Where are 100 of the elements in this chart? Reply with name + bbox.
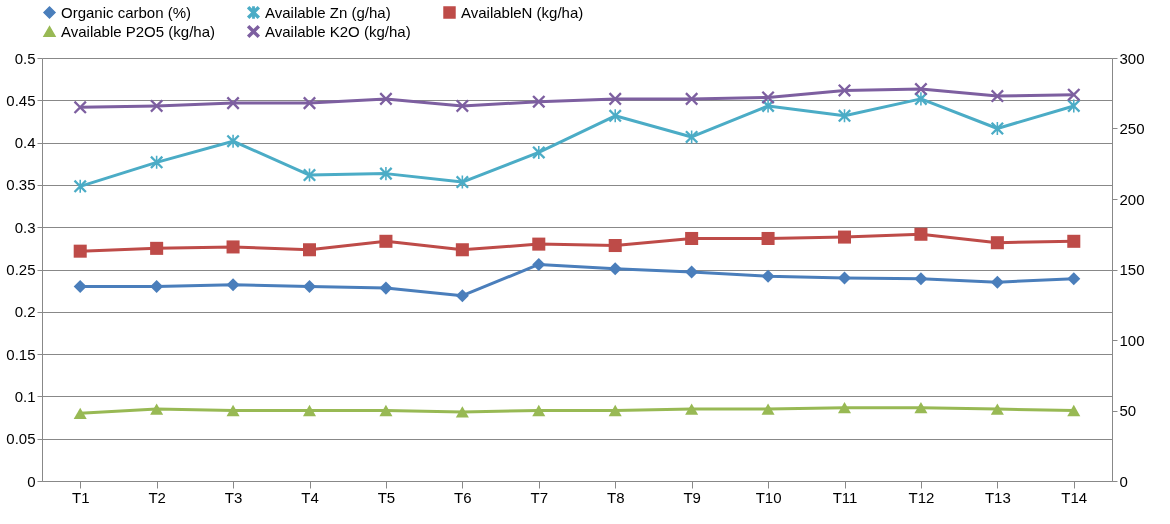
- point: [226, 134, 240, 148]
- y-tick-label: 0.2: [14, 303, 36, 321]
- y2-tick-label: 100: [1119, 331, 1145, 349]
- point: [226, 278, 240, 292]
- legend-label: Available K2O (kg/ha): [265, 22, 411, 40]
- point: [1067, 272, 1081, 286]
- x-tick-label: T1: [71, 488, 90, 506]
- point: [761, 403, 775, 415]
- point: [685, 231, 699, 245]
- point: [685, 265, 699, 279]
- point: [302, 404, 317, 417]
- point: [455, 406, 469, 418]
- point: [379, 234, 393, 248]
- y-tick-label: 0.05: [6, 430, 36, 448]
- y-tick-label: 0.15: [6, 345, 36, 363]
- point: [761, 90, 775, 104]
- point: [455, 99, 469, 113]
- legend-label: AvailableN (kg/ha): [461, 3, 584, 21]
- point: [532, 145, 546, 159]
- point: [761, 231, 775, 245]
- y-tick-label: 0.45: [6, 91, 36, 109]
- point: [150, 99, 164, 113]
- point: [990, 275, 1004, 289]
- x-tick-label: T4: [301, 488, 319, 506]
- x-tick-label: T6: [454, 488, 472, 506]
- y-tick-label: 0.35: [6, 176, 36, 194]
- point: [302, 168, 317, 182]
- point: [302, 243, 317, 257]
- point: [685, 130, 699, 144]
- point: [837, 230, 852, 244]
- point: [150, 279, 164, 293]
- point: [302, 279, 317, 293]
- y-tick-label: 0.25: [6, 261, 36, 278]
- x-tick-label: T2: [148, 488, 166, 506]
- point: [761, 269, 775, 283]
- point: [226, 96, 240, 110]
- point: [1067, 404, 1081, 417]
- y-tick-label: 0: [27, 472, 36, 490]
- x-tick-label: T8: [606, 488, 625, 506]
- point: [1067, 88, 1081, 102]
- point: [226, 240, 240, 254]
- x-tick-label: T11: [832, 488, 858, 506]
- point: [532, 95, 546, 109]
- x-tick-label: T5: [377, 488, 396, 506]
- y-tick-label: 0.5: [14, 49, 36, 67]
- point: [73, 179, 87, 193]
- point: [914, 227, 928, 241]
- legend-label: Available P2O5 (kg/ha): [61, 22, 215, 40]
- point: [73, 244, 87, 258]
- point: [150, 241, 164, 255]
- point: [73, 100, 87, 114]
- point: [990, 236, 1004, 250]
- point: [455, 243, 469, 257]
- point: [837, 83, 852, 97]
- point: [608, 109, 622, 123]
- point: [685, 92, 699, 106]
- point: [837, 402, 852, 414]
- point: [379, 281, 393, 295]
- point: [990, 403, 1004, 415]
- point: [914, 402, 928, 414]
- point: [532, 404, 546, 417]
- point: [379, 404, 393, 417]
- point: [685, 403, 699, 415]
- y2-tick-label: 50: [1119, 402, 1137, 419]
- point: [608, 239, 622, 253]
- point: [455, 289, 469, 303]
- x-tick-label: T10: [755, 488, 782, 506]
- y2-tick-label: 250: [1119, 120, 1145, 137]
- y2-tick-label: 0: [1119, 472, 1128, 490]
- y2-tick-label: 150: [1119, 261, 1145, 278]
- point: [608, 92, 622, 106]
- x-tick-label: T7: [530, 488, 549, 506]
- point: [73, 407, 87, 419]
- x-tick-label: T13: [984, 488, 1011, 506]
- y2-tick-label: 200: [1119, 190, 1145, 208]
- point: [226, 404, 240, 417]
- point: [990, 89, 1004, 103]
- point: [532, 237, 546, 251]
- point: [73, 279, 87, 293]
- point: [608, 404, 622, 417]
- y-tick-label: 0.1: [14, 387, 36, 405]
- point: [150, 403, 164, 415]
- point: [455, 175, 469, 189]
- y2-tick-label: 300: [1119, 49, 1145, 67]
- point: [914, 82, 928, 96]
- legend-label: Organic carbon (%): [61, 3, 192, 21]
- y-tick-label: 0.4: [14, 134, 36, 152]
- y-tick-label: 0.3: [14, 218, 36, 236]
- point: [379, 167, 393, 181]
- x-tick-label: T12: [908, 488, 935, 506]
- x-tick-label: T14: [1061, 488, 1088, 506]
- point: [837, 271, 852, 285]
- x-tick-label: T9: [683, 488, 701, 506]
- point: [914, 272, 928, 286]
- legend-label: Available Zn (g/ha): [265, 3, 391, 21]
- point: [532, 257, 546, 271]
- point: [608, 262, 622, 276]
- point: [379, 92, 393, 106]
- x-tick-label: T3: [224, 488, 243, 506]
- point: [1067, 234, 1081, 248]
